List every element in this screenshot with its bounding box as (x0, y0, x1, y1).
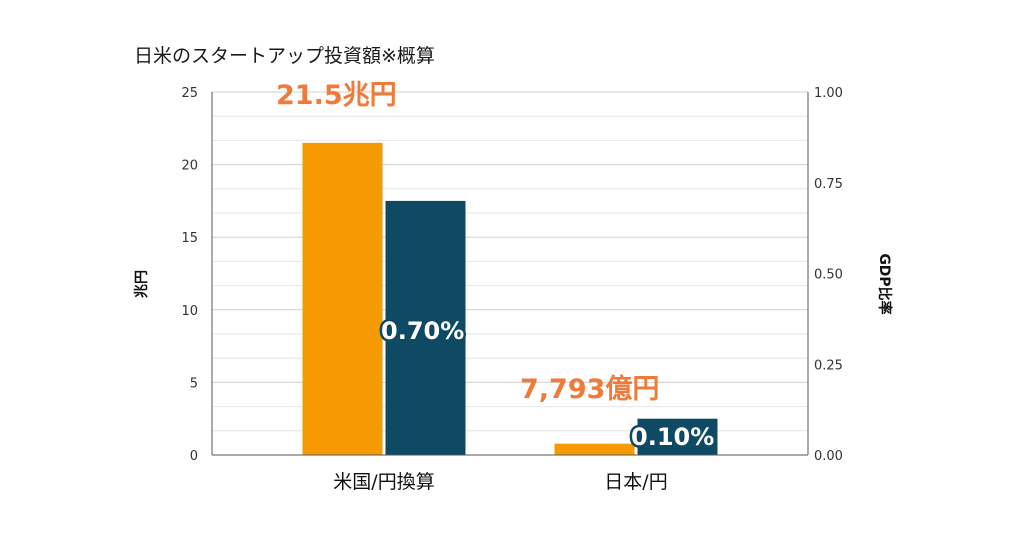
amount-bar-us (302, 142, 383, 455)
us-amount-label: 21.5兆円 (276, 80, 397, 111)
right-axis-ticks: 0.00 0.25 0.50 0.75 1.00 (814, 86, 843, 464)
left-axis-title: 兆円 (134, 270, 150, 298)
right-tick-label: 0.50 (814, 268, 843, 283)
right-tick-label: 0.25 (814, 358, 843, 373)
gridlines (212, 91, 808, 456)
ratio-bar-japan (637, 418, 718, 455)
ratio-bar-us (385, 200, 466, 455)
left-tick-label: 15 (181, 231, 198, 246)
right-tick-label: 0.75 (814, 177, 843, 192)
left-tick-label: 10 (181, 304, 198, 319)
japan-ratio-label: 0.10% (631, 423, 714, 451)
category-label-japan: 日本/円 (604, 471, 667, 493)
right-axis-title: GDP比率 (876, 253, 893, 314)
left-axis-ticks: 0 5 10 15 20 25 (181, 86, 198, 464)
left-tick-label: 5 (190, 376, 198, 391)
us-ratio-label: 0.70% (381, 317, 464, 345)
japan-amount-label: 7,793億円 (520, 374, 659, 405)
left-tick-label: 0 (190, 449, 198, 464)
left-tick-label: 25 (181, 86, 198, 101)
chart-title: 日米のスタートアップ投資額※概算 (134, 45, 435, 67)
right-tick-label: 0.00 (814, 449, 843, 464)
category-label-us: 米国/円換算 (333, 471, 434, 493)
right-tick-label: 1.00 (814, 86, 843, 101)
amount-bar-japan (554, 443, 635, 455)
bars (302, 142, 718, 455)
left-tick-label: 20 (181, 159, 198, 174)
